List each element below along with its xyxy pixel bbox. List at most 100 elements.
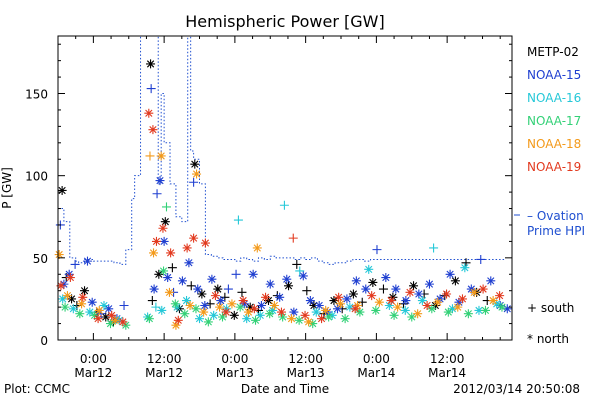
data-point-north xyxy=(193,284,203,294)
data-point-north xyxy=(189,233,199,243)
data-point-north xyxy=(286,314,296,324)
legend-entry-noaa-15: NOAA-15 xyxy=(527,68,581,82)
data-point-north xyxy=(146,59,156,69)
data-point-north xyxy=(492,299,502,309)
data-point-south xyxy=(167,263,177,273)
data-point-north xyxy=(413,309,423,319)
data-point-north xyxy=(497,302,507,312)
data-point-north xyxy=(332,304,342,314)
data-point-south xyxy=(189,177,199,187)
data-point-north xyxy=(238,296,248,306)
series-noaa-16 xyxy=(58,200,502,325)
data-point-north xyxy=(166,248,176,258)
data-point-north xyxy=(345,302,355,312)
data-point-south xyxy=(237,287,247,297)
x-tick-date-label: Mar14 xyxy=(428,366,466,380)
data-point-north xyxy=(239,299,249,309)
data-point-north xyxy=(149,248,159,258)
data-point-north xyxy=(304,317,314,327)
data-point-south xyxy=(279,200,289,210)
data-point-north xyxy=(221,307,231,317)
data-point-north xyxy=(300,310,310,320)
data-points xyxy=(54,59,512,330)
data-point-north xyxy=(364,264,374,274)
data-point-north xyxy=(350,304,360,314)
data-point-north xyxy=(144,108,154,118)
data-point-north xyxy=(327,310,337,320)
data-point-north xyxy=(447,304,457,314)
data-point-north xyxy=(172,302,182,312)
legend-marker-north: * north xyxy=(527,332,569,346)
data-point-north xyxy=(348,289,358,299)
data-point-south xyxy=(147,296,157,306)
data-point-north xyxy=(321,305,331,315)
data-point-north xyxy=(67,294,77,304)
x-tick-time-label: 12:00 xyxy=(147,352,182,366)
data-point-north xyxy=(427,304,437,314)
data-point-north xyxy=(154,269,164,279)
data-point-north xyxy=(289,307,299,317)
data-point-north xyxy=(368,277,378,287)
data-point-south xyxy=(292,259,302,269)
data-point-north xyxy=(90,310,100,320)
x-tick-date-label: Mar12 xyxy=(74,366,112,380)
data-point-north xyxy=(159,236,169,246)
data-point-north xyxy=(64,269,74,279)
data-point-south xyxy=(302,286,312,296)
data-point-south xyxy=(357,297,367,307)
series-noaa-19 xyxy=(56,108,505,327)
data-point-north xyxy=(298,271,308,281)
data-point-north xyxy=(200,300,210,310)
data-point-north xyxy=(480,305,490,315)
data-point-north xyxy=(235,302,245,312)
data-point-north xyxy=(75,309,85,319)
data-point-north xyxy=(192,169,202,179)
legend-ovation-label-line2: Prime HPI xyxy=(527,224,585,238)
data-point-north xyxy=(156,151,166,161)
data-point-north xyxy=(199,307,209,317)
data-point-north xyxy=(149,284,159,294)
data-point-north xyxy=(180,309,190,319)
data-point-north xyxy=(401,296,411,306)
data-point-north xyxy=(265,309,275,319)
data-point-north xyxy=(445,269,455,279)
data-point-north xyxy=(351,276,361,286)
data-point-north xyxy=(443,307,453,317)
data-point-north xyxy=(87,297,97,307)
x-tick-time-label: 12:00 xyxy=(288,352,323,366)
data-point-north xyxy=(213,284,223,294)
data-point-north xyxy=(334,292,344,302)
data-point-north xyxy=(101,312,111,322)
data-point-north xyxy=(433,297,443,307)
data-point-north xyxy=(261,292,271,302)
data-point-north xyxy=(409,281,419,291)
data-point-north xyxy=(454,297,464,307)
data-point-north xyxy=(58,294,68,304)
legend-entry-noaa-17: NOAA-17 xyxy=(527,114,581,128)
data-point-north xyxy=(248,269,258,279)
data-point-north xyxy=(218,312,228,322)
data-point-north xyxy=(107,310,117,320)
x-tick-time-label: 12:00 xyxy=(430,352,465,366)
data-point-north xyxy=(171,320,181,330)
data-point-north xyxy=(155,176,165,186)
plot-frame xyxy=(57,35,513,341)
y-axis-label: P [GW] xyxy=(0,167,14,209)
data-point-north xyxy=(294,315,304,325)
data-point-north xyxy=(314,300,324,310)
data-point-north xyxy=(65,273,75,283)
data-point-south xyxy=(70,259,80,269)
legend-entry-metp-02: METP-02 xyxy=(527,45,579,59)
legend-marker-south: + south xyxy=(527,301,574,315)
data-point-north xyxy=(275,292,285,302)
data-point-north xyxy=(355,307,365,317)
data-point-north xyxy=(177,276,187,286)
axes: 0501001500:00Mar1212:00Mar120:00Mar1312:… xyxy=(25,35,513,380)
ovation-hpi-path xyxy=(58,35,507,265)
data-point-north xyxy=(305,296,315,306)
data-point-south xyxy=(145,151,155,161)
data-point-north xyxy=(284,281,294,291)
data-point-north xyxy=(54,250,64,260)
data-point-north xyxy=(340,314,350,324)
